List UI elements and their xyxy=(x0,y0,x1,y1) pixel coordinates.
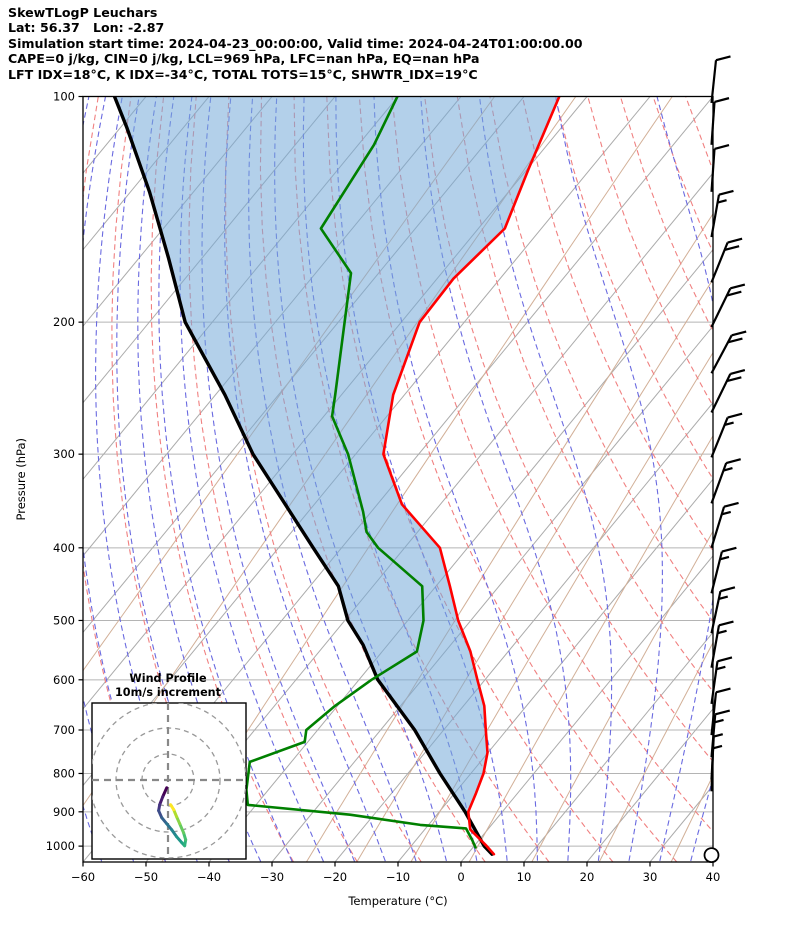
wind-barb xyxy=(710,330,747,374)
plot-area xyxy=(83,96,713,862)
title-line-indices: LFT IDX=18°C, K IDX=-34°C, TOTAL TOTS=15… xyxy=(8,66,478,82)
surface-wind-circle xyxy=(703,847,720,864)
pressure-tick-label: 800 xyxy=(53,766,75,780)
wind-barb xyxy=(710,620,734,668)
wind-barb xyxy=(710,546,737,594)
temperature-tick-label: 30 xyxy=(643,870,658,884)
temperature-tick-label: 0 xyxy=(457,870,464,884)
wind-barb-column xyxy=(710,55,747,792)
temperature-tick-label: −30 xyxy=(260,870,284,884)
pressure-tick-label: 400 xyxy=(53,541,75,555)
pressure-tick-label: 700 xyxy=(53,723,75,737)
wind-barb xyxy=(710,744,723,792)
temperature-tick-label: −50 xyxy=(134,870,158,884)
hodograph-inset xyxy=(91,702,247,860)
temperature-tick-label: −20 xyxy=(323,870,347,884)
wind-barb xyxy=(710,412,743,458)
pressure-axis-label: Pressure (hPa) xyxy=(14,438,28,521)
wind-barb xyxy=(710,237,743,283)
temperature-tick-label: 40 xyxy=(706,870,721,884)
temperature-tick-label: 10 xyxy=(517,870,532,884)
pressure-tick-label: 100 xyxy=(53,90,75,104)
wind-barb xyxy=(710,586,736,634)
wind-barb xyxy=(710,55,731,104)
title-line-times: Simulation start time: 2024-04-23_00:00:… xyxy=(8,35,583,51)
pressure-tick-label: 900 xyxy=(53,805,75,819)
pressure-tick-label: 300 xyxy=(53,447,75,461)
wind-barb xyxy=(710,144,730,192)
wind-barb xyxy=(710,656,733,705)
hodograph-title-line2: 10m/s increment xyxy=(115,686,222,699)
temperature-curve xyxy=(382,96,561,856)
cape-shade-region xyxy=(114,96,560,855)
wind-barb xyxy=(710,369,746,414)
temperature-axis: −60 −50 −40 −30 −20 −10 0 10 20 30 40 xyxy=(71,862,720,884)
wind-barb xyxy=(710,97,730,145)
hodograph-title-line1: Wind Profile xyxy=(129,672,207,685)
pressure-axis: 100 200 300 400 500 600 700 800 900 1000 xyxy=(46,90,83,853)
parcel-curve xyxy=(112,96,494,856)
dewpoint-curve xyxy=(245,96,477,849)
title-line-latlon: Lat: 56.37 Lon: -2.87 xyxy=(8,20,165,36)
temperature-tick-label: −40 xyxy=(197,870,221,884)
temperature-axis-label: Temperature (°C) xyxy=(347,894,447,908)
pressure-tick-label: 500 xyxy=(53,613,75,627)
pressure-tick-label: 600 xyxy=(53,673,75,687)
pressure-tick-label: 200 xyxy=(53,315,75,329)
wind-barb xyxy=(710,458,741,504)
temperature-tick-label: −10 xyxy=(386,870,410,884)
wind-barb xyxy=(710,687,731,736)
wind-barb xyxy=(710,283,746,328)
wind-barb xyxy=(710,501,739,549)
pressure-tick-label: 1000 xyxy=(46,839,75,853)
chart-header: SkewTLogP Leuchars Lat: 56.37 Lon: -2.87… xyxy=(8,5,582,82)
temperature-tick-label: −60 xyxy=(71,870,95,884)
hodograph-trace xyxy=(157,786,188,848)
title-line-station: SkewTLogP Leuchars xyxy=(8,5,158,20)
title-line-cape: CAPE=0 j/kg, CIN=0 j/kg, LCL=969 hPa, LF… xyxy=(8,51,480,67)
temperature-tick-label: 20 xyxy=(580,870,595,884)
wind-barb xyxy=(710,189,734,238)
